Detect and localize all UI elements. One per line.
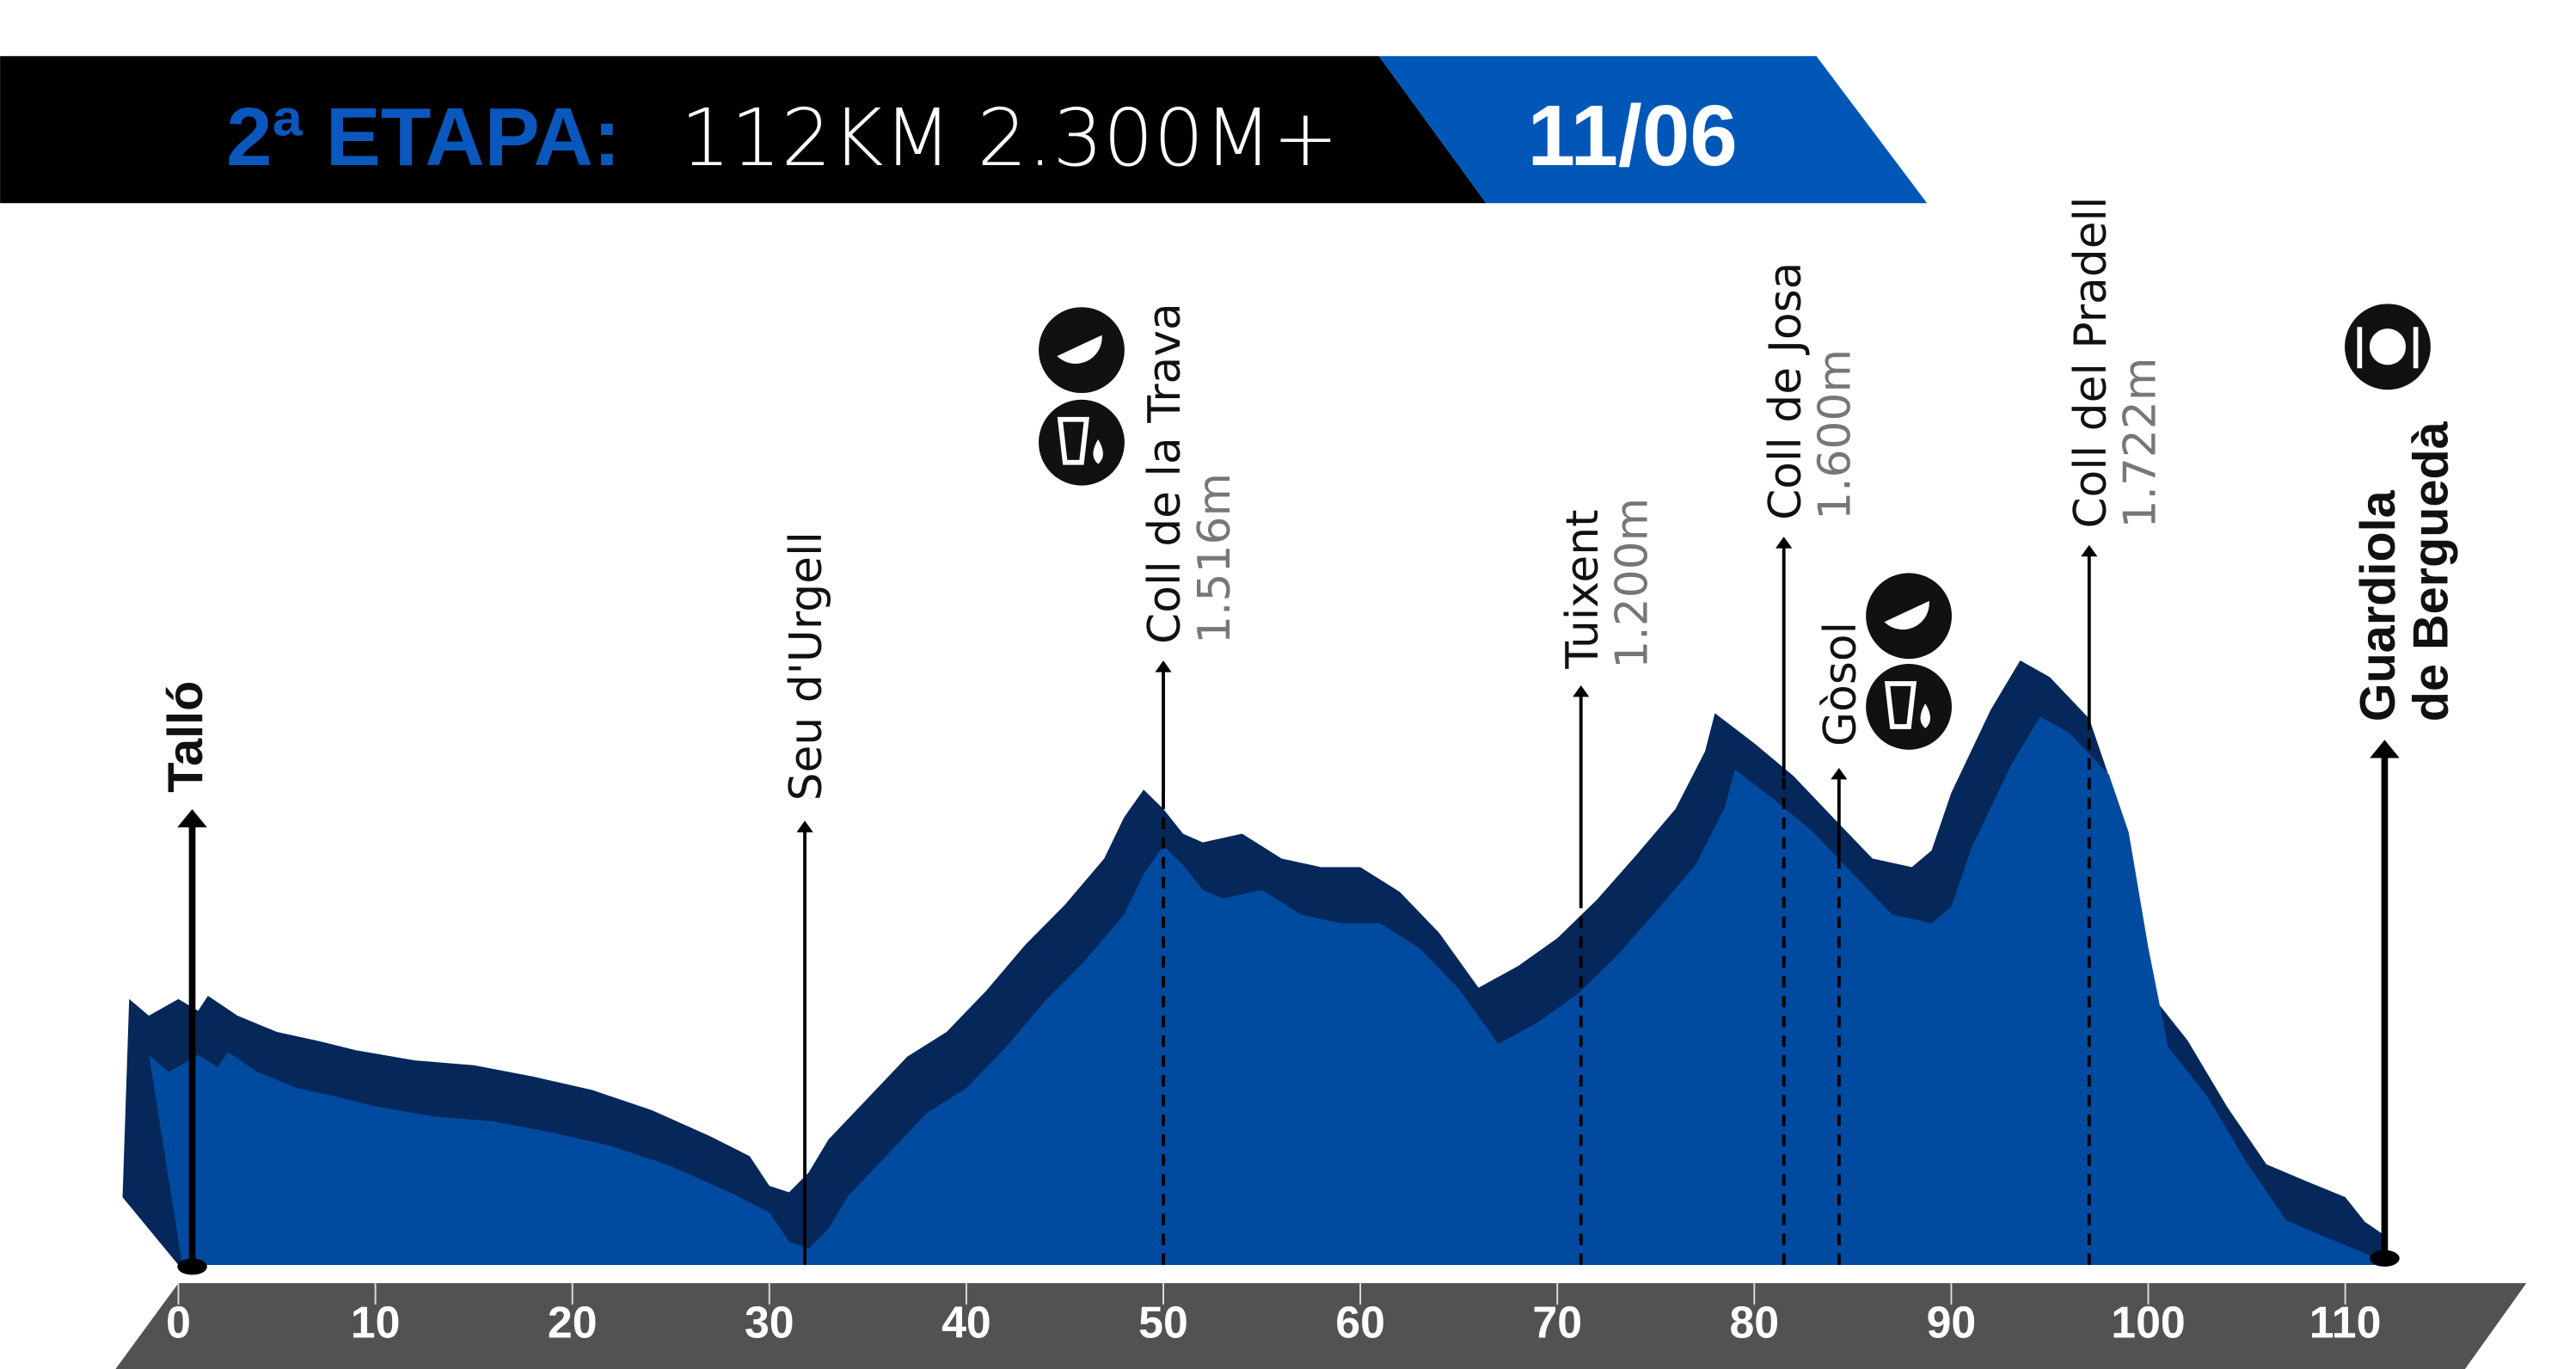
waypoint-name: Talló xyxy=(158,681,213,793)
waypoint-name: Coll de Josa xyxy=(1760,262,1812,520)
axis-tick-label: 80 xyxy=(1729,1298,1779,1348)
axis-tick-label: 30 xyxy=(745,1298,794,1348)
glass-outline xyxy=(1057,416,1089,465)
waypoint-marker: Gòsol xyxy=(1815,622,1867,1266)
watermelon-slice xyxy=(1057,335,1102,364)
axis-tick-label: 40 xyxy=(941,1298,991,1348)
water-glass-icon xyxy=(1039,399,1125,486)
profile-front-face xyxy=(149,716,2385,1266)
arrow-up-icon xyxy=(796,820,813,832)
watermelon-slice xyxy=(1884,600,1929,630)
stage-label: 2ª ETAPA: xyxy=(226,91,621,183)
distance-axis-bar xyxy=(115,1283,2527,1369)
header-date-banner xyxy=(1378,56,1928,204)
waypoint-elevation: 1.200m xyxy=(1607,498,1659,669)
waypoint-name-line2: de Berguedà xyxy=(2403,421,2458,721)
water-drop xyxy=(1920,703,1931,728)
waypoint-elevation: 1.722m xyxy=(2115,358,2167,529)
waypoint-name: Coll de la Trava xyxy=(1139,303,1191,644)
axis-tick-label: 20 xyxy=(548,1298,598,1348)
axis-tick-label: 100 xyxy=(2111,1298,2185,1348)
axis-tick-label: 70 xyxy=(1532,1298,1582,1348)
waypoint-name: Seu d'Urgell xyxy=(781,531,832,801)
axis-tick-label: 90 xyxy=(1927,1298,1977,1348)
axis-tick-label: 110 xyxy=(2309,1298,2382,1348)
waypoint-marker: Talló xyxy=(158,681,213,1275)
stage-stats: 112KM 2.300M+ xyxy=(680,91,1339,184)
waypoint-name: Tuixent xyxy=(1557,510,1609,670)
waypoint-elevation: 1.600m xyxy=(1809,349,1861,520)
watermelon-icon xyxy=(1039,307,1125,394)
water-glass-icon xyxy=(1866,663,1952,750)
baseline-dot xyxy=(177,1258,207,1275)
elevation-profile xyxy=(122,660,2385,1266)
arrow-up-icon xyxy=(1831,767,1848,780)
axis-tick-label: 0 xyxy=(166,1298,191,1348)
waypoint-marker: Seu d'Urgell xyxy=(781,531,832,1266)
watermelon-icon xyxy=(1866,573,1952,660)
cutlery-plate-icon xyxy=(2345,304,2431,390)
axis-tick-label: 60 xyxy=(1335,1298,1385,1348)
arrow-up-icon xyxy=(1155,660,1172,672)
waypoint-name: Guardiola xyxy=(2351,489,2406,721)
axis-tick-label: 50 xyxy=(1138,1298,1188,1348)
distance-axis-ticks: 0 10 20 30 40 50 60 70 80 90 100 110 xyxy=(166,1283,2382,1348)
glass-outline xyxy=(1884,681,1917,729)
water-drop xyxy=(1093,439,1103,464)
waypoint-name: Gòsol xyxy=(1815,622,1867,746)
axis-tick-label: 10 xyxy=(351,1298,401,1348)
arrow-up-icon xyxy=(177,808,207,828)
waypoint-name: Coll del Pradell xyxy=(2065,197,2117,529)
baseline-dot xyxy=(2370,1249,2400,1267)
stage-date: 11/06 xyxy=(1527,89,1737,184)
arrow-up-icon xyxy=(1776,537,1793,549)
header-black-bar xyxy=(0,56,1487,204)
arrow-up-icon xyxy=(2081,544,2098,557)
arrow-up-icon xyxy=(2370,740,2400,758)
plate xyxy=(2369,328,2407,365)
waypoint-elevation: 1.516m xyxy=(1189,473,1241,644)
arrow-up-icon xyxy=(1573,684,1590,697)
